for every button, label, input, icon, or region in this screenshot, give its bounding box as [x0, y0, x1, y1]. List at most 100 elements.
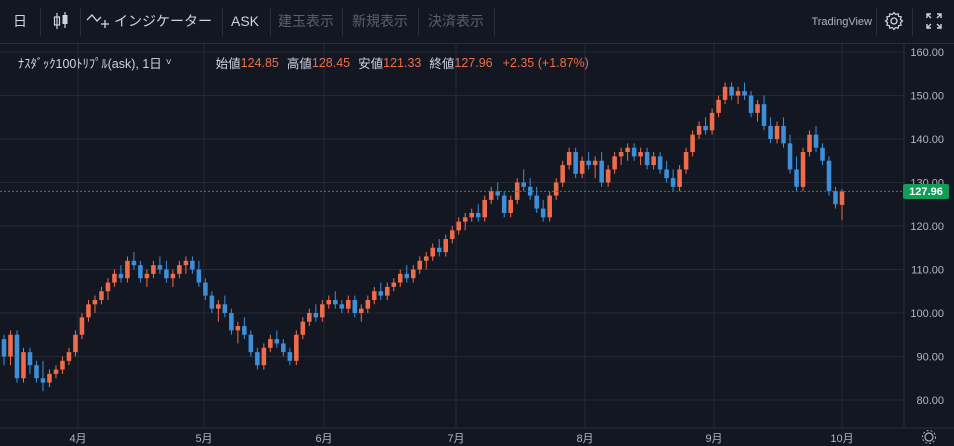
candle — [670, 169, 676, 192]
candle — [716, 95, 721, 118]
candle-body — [475, 212, 481, 218]
candle-body — [157, 265, 163, 270]
candle — [703, 117, 708, 135]
fullscreen-button[interactable] — [918, 6, 950, 36]
price-tick-label: 150.00 — [910, 91, 944, 103]
candle — [170, 269, 176, 287]
candle-body — [287, 352, 293, 361]
new-order-button[interactable]: 新規表示 — [352, 13, 408, 29]
candle-body — [482, 199, 487, 218]
candle — [112, 269, 117, 287]
candle — [508, 195, 513, 218]
candle — [644, 147, 650, 170]
candle-body — [190, 260, 195, 270]
candle-body — [384, 286, 390, 296]
candle-body — [216, 304, 221, 309]
candle — [488, 186, 494, 205]
candle — [333, 291, 338, 309]
candle-body — [8, 334, 13, 357]
candle — [787, 134, 793, 174]
candle-body — [177, 265, 182, 274]
time-axis[interactable]: 4月 5月 6月 7月 8月 9月 10月 — [69, 433, 853, 445]
ask-button[interactable]: ASK — [230, 13, 259, 29]
candle-body — [242, 326, 247, 335]
candle-body — [839, 191, 845, 205]
candle — [86, 299, 91, 322]
candle — [573, 147, 578, 179]
candle-body — [813, 134, 819, 148]
candle-body — [501, 195, 507, 213]
candle — [807, 130, 812, 157]
candle — [521, 169, 526, 192]
candle — [631, 143, 637, 161]
change-value: +2.35 (+1.87%) — [502, 55, 589, 70]
low-value: 121.33 — [383, 55, 422, 70]
candle — [294, 330, 299, 366]
candle — [157, 256, 163, 274]
indicators-button[interactable]: インジケーター — [86, 6, 216, 36]
time-tick-label: 9月 — [705, 433, 722, 445]
candle-body — [586, 160, 591, 166]
candle-body — [248, 334, 254, 353]
candle — [255, 347, 260, 370]
indicators-label: インジケーター — [114, 13, 212, 29]
interval-button[interactable]: 日 — [13, 13, 27, 29]
candle-body — [670, 178, 676, 187]
candle — [359, 304, 364, 322]
candle-body — [677, 169, 682, 187]
open-label: 始値 — [215, 57, 241, 71]
candle-body — [105, 282, 111, 292]
candle-body — [787, 143, 793, 170]
chevron-down-icon[interactable]: ˅ — [165, 57, 172, 68]
gear-icon — [884, 11, 904, 31]
candle — [482, 195, 487, 222]
candle — [430, 243, 436, 261]
axis-settings-icon[interactable] — [922, 430, 936, 444]
candle — [248, 330, 254, 357]
candle — [566, 147, 572, 170]
candle-body — [508, 199, 513, 213]
candle-body — [261, 347, 267, 366]
candle — [60, 356, 65, 374]
price-axis[interactable]: 160.00150.00140.00130.00120.00110.00100.… — [910, 47, 944, 407]
candle — [475, 204, 481, 222]
candle-body — [742, 91, 747, 96]
low-label: 安値 — [358, 57, 384, 71]
candle — [320, 299, 325, 322]
candle-body — [625, 147, 630, 153]
candle-body — [352, 299, 358, 313]
time-tick-label: 5月 — [195, 433, 212, 445]
candle — [14, 330, 20, 383]
candle-body — [79, 317, 85, 335]
symbol-label[interactable]: ﾅｽﾀﾞｯｸ100ﾄﾘﾌﾟﾙ(ask), 1日 — [18, 57, 162, 71]
candle-body — [800, 152, 806, 187]
candle — [826, 156, 832, 196]
candle-body — [768, 125, 773, 139]
candle-body — [40, 378, 46, 383]
build-position-button[interactable]: 建玉表示 — [278, 13, 334, 29]
candle — [534, 186, 539, 213]
candle — [222, 295, 228, 318]
candle-body — [14, 334, 20, 379]
settings-button[interactable] — [878, 6, 910, 36]
price-tick-label: 160.00 — [910, 47, 944, 59]
candle — [92, 295, 98, 313]
candle-body — [34, 365, 39, 379]
candle-body — [566, 152, 572, 166]
candles — [1, 82, 845, 392]
candle-body — [826, 160, 832, 192]
candle-body — [1, 339, 7, 357]
candle-body — [794, 169, 799, 187]
candle-body — [320, 304, 325, 318]
settlement-button[interactable]: 決済表示 — [428, 13, 484, 29]
candle — [761, 95, 767, 131]
candle-body — [449, 230, 455, 240]
time-tick-label: 6月 — [315, 433, 332, 445]
candle-body — [209, 295, 215, 309]
candle-body — [774, 125, 780, 139]
candle-body — [560, 165, 565, 183]
price-tick-label: 140.00 — [910, 134, 944, 146]
candle — [196, 260, 202, 287]
candlestick-type-icon[interactable] — [46, 6, 76, 36]
